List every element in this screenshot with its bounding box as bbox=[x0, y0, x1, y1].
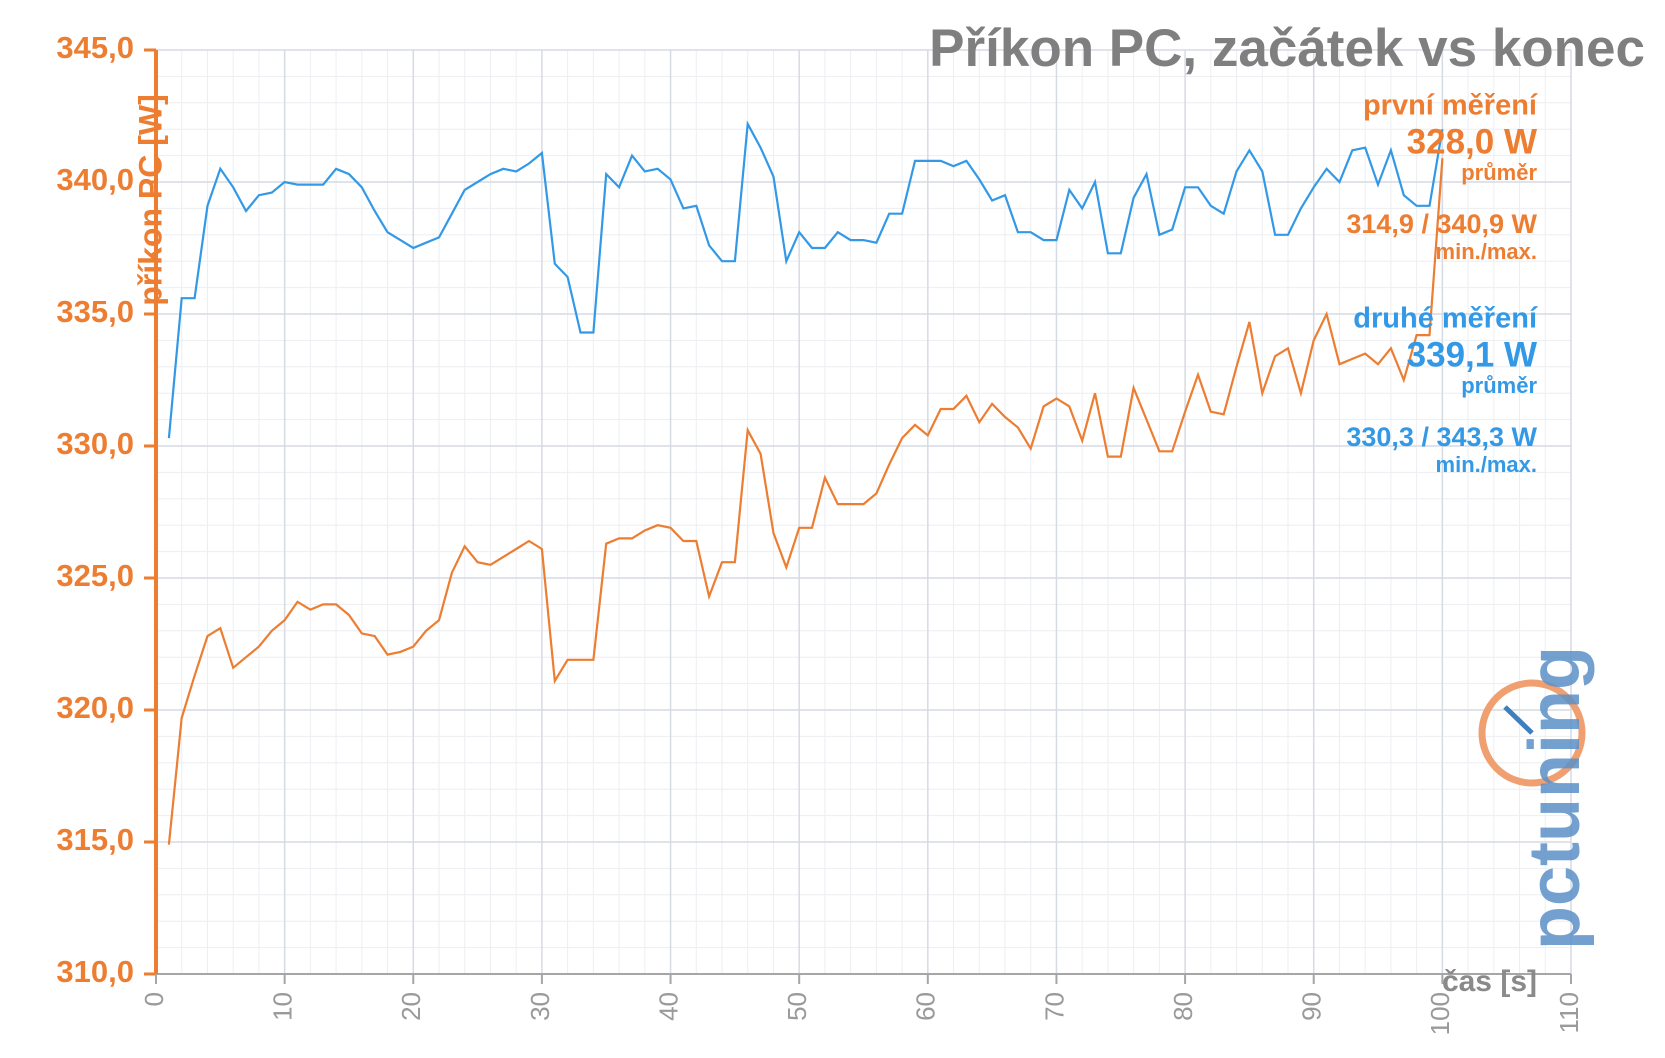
series-line bbox=[167, 158, 1444, 845]
logo-text: pctuning bbox=[1515, 646, 1595, 950]
x-tick-label: 80 bbox=[1168, 992, 1198, 1021]
x-tick-label: 110 bbox=[1554, 992, 1584, 1033]
legend-name: druhé měření bbox=[1353, 303, 1538, 335]
x-tick-label: 100 bbox=[1425, 992, 1455, 1035]
legend-mean-label: průměr bbox=[1461, 160, 1537, 185]
y-tick-label: 325,0 bbox=[56, 558, 134, 593]
x-tick-label: 90 bbox=[1297, 992, 1327, 1021]
chart-title: Příkon PC, začátek vs konec bbox=[929, 19, 1645, 78]
legend-range: 314,9 / 340,9 W bbox=[1346, 209, 1537, 239]
legend-name: první měření bbox=[1363, 90, 1538, 122]
legend-range: 330,3 / 343,3 W bbox=[1346, 422, 1537, 452]
legend-range-label: min./max. bbox=[1436, 452, 1537, 477]
x-tick-label: 60 bbox=[911, 992, 941, 1021]
x-tick-label: 70 bbox=[1039, 992, 1069, 1021]
legend-range-label: min./max. bbox=[1436, 239, 1537, 264]
y-tick-label: 330,0 bbox=[56, 426, 134, 461]
x-tick-label: 30 bbox=[525, 992, 555, 1021]
legend-mean: 339,1 W bbox=[1407, 335, 1537, 374]
x-tick-label: 0 bbox=[139, 992, 169, 1006]
y-tick-label: 310,0 bbox=[56, 954, 134, 989]
y-tick-label: 345,0 bbox=[56, 30, 134, 65]
y-tick-label: 320,0 bbox=[56, 690, 134, 725]
y-tick-label: 335,0 bbox=[56, 294, 134, 329]
legend-mean: 328,0 W bbox=[1407, 122, 1537, 161]
x-tick-label: 20 bbox=[396, 992, 426, 1021]
legend-mean-label: průměr bbox=[1461, 373, 1537, 398]
x-axis-label: čas [s] bbox=[1442, 965, 1537, 998]
y-axis-label: příkon PC [W] bbox=[132, 94, 168, 306]
logo-needle bbox=[1503, 705, 1534, 735]
x-tick-label: 40 bbox=[653, 992, 683, 1021]
x-tick-label: 50 bbox=[782, 992, 812, 1021]
y-tick-label: 315,0 bbox=[56, 822, 134, 857]
y-tick-label: 340,0 bbox=[56, 162, 134, 197]
x-tick-label: 10 bbox=[268, 992, 298, 1021]
series-line bbox=[167, 120, 1444, 439]
logo-gauge bbox=[1478, 679, 1586, 787]
